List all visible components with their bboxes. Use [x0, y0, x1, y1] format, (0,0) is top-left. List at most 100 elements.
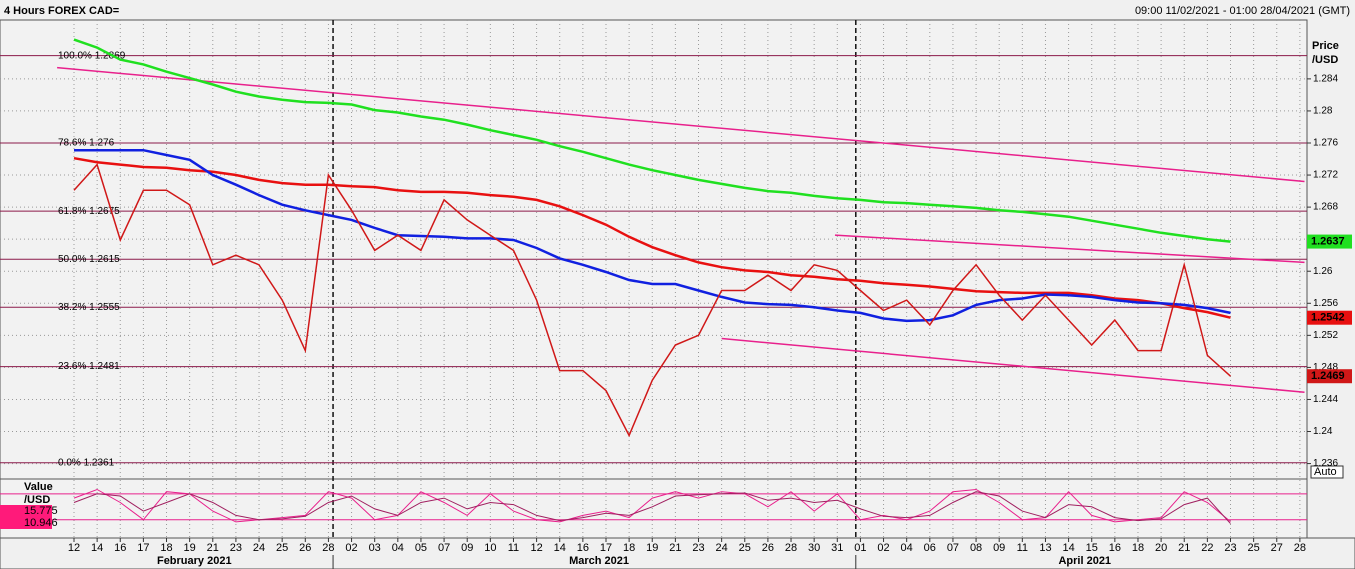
y-tick-label: 1.244	[1313, 394, 1338, 405]
x-tick-label: 26	[762, 542, 774, 554]
x-tick-label: 19	[184, 542, 196, 554]
y-tick-label: 1.24	[1313, 426, 1333, 437]
x-tick-label: 15	[1086, 542, 1098, 554]
y-axis-label: Price	[1312, 40, 1339, 52]
x-tick-label: 12	[68, 542, 80, 554]
series-line	[73, 156, 1231, 319]
x-tick-label: 14	[91, 542, 103, 554]
value-tag	[1307, 234, 1352, 249]
y-tick-label: 1.26	[1313, 266, 1333, 277]
x-tick-label: 21	[207, 542, 219, 554]
x-tick-label: 25	[739, 542, 751, 554]
x-tick-label: 17	[137, 542, 149, 554]
x-tick-label: 30	[808, 542, 820, 554]
month-label: February 2021	[157, 555, 232, 567]
x-tick-label: 04	[901, 542, 913, 554]
x-tick-label: 23	[692, 542, 704, 554]
x-tick-label: 28	[322, 542, 334, 554]
value-tag-label: 1.2542	[1311, 312, 1345, 324]
series-line	[73, 38, 1231, 243]
x-tick-label: 07	[947, 542, 959, 554]
x-tick-label: 28	[1294, 542, 1306, 554]
fib-label: 0.0% 1.2361	[58, 457, 115, 468]
x-tick-label: 18	[160, 542, 172, 554]
x-tick-label: 16	[114, 542, 126, 554]
x-tick-label: 22	[1201, 542, 1213, 554]
x-tick-label: 09	[993, 542, 1005, 554]
x-tick-label: 06	[924, 542, 936, 554]
month-label: March 2021	[569, 555, 629, 567]
x-tick-label: 07	[438, 542, 450, 554]
x-tick-label: 21	[1178, 542, 1190, 554]
x-tick-label: 12	[530, 542, 542, 554]
x-tick-label: 08	[970, 542, 982, 554]
auto-button[interactable]	[1310, 465, 1344, 479]
x-tick-label: 24	[253, 542, 265, 554]
x-tick-label: 21	[669, 542, 681, 554]
series-line	[73, 163, 1232, 438]
osc-tag	[0, 517, 52, 529]
trend-line	[57, 66, 1305, 183]
month-label: April 2021	[1058, 555, 1111, 567]
fib-label: 50.0% 1.2615	[58, 254, 120, 265]
y-tick-label: 1.268	[1313, 202, 1338, 213]
fib-label: 61.8% 1.2675	[58, 206, 120, 217]
x-tick-label: 05	[415, 542, 427, 554]
y-tick-label: 1.252	[1313, 330, 1338, 341]
x-tick-label: 20	[1155, 542, 1167, 554]
fib-label: 23.6% 1.2481	[58, 361, 120, 372]
series-line	[74, 148, 1231, 323]
trend-line	[721, 337, 1305, 393]
trend-line	[834, 234, 1305, 264]
y-tick-label: 1.284	[1313, 74, 1338, 85]
series-line	[73, 491, 1231, 524]
osc-tag-label: 15.775	[24, 505, 58, 517]
x-tick-label: 16	[577, 542, 589, 554]
x-tick-label: 11	[508, 542, 519, 554]
chart-title: 4 Hours FOREX CAD=	[4, 5, 119, 17]
main-panel	[0, 19, 1308, 480]
auto-label[interactable]: Auto	[1314, 466, 1337, 478]
x-tick-label: 27	[1271, 542, 1283, 554]
x-tick-label: 02	[345, 542, 357, 554]
x-tick-label: 10	[484, 542, 496, 554]
osc-label: Value	[24, 481, 53, 493]
x-tick-label: 23	[1224, 542, 1236, 554]
x-tick-label: 28	[785, 542, 797, 554]
y-tick-label: 1.272	[1313, 170, 1338, 181]
chart-subtitle: 09:00 11/02/2021 - 01:00 28/04/2021 (GMT…	[1135, 5, 1350, 17]
fib-label: 100.0% 1.2869	[58, 50, 126, 61]
y-axis-label: /USD	[1312, 54, 1338, 66]
x-tick-label: 23	[230, 542, 242, 554]
value-tag-label: 1.2637	[1311, 235, 1345, 247]
x-tick-label: 14	[554, 542, 566, 554]
x-tick-label: 04	[392, 542, 404, 554]
osc-label: /USD	[24, 494, 50, 506]
x-tick-label: 13	[1039, 542, 1051, 554]
value-tag	[1307, 310, 1352, 325]
x-tick-label: 18	[623, 542, 635, 554]
x-tick-label: 03	[369, 542, 381, 554]
fib-label: 78.6% 1.276	[58, 138, 115, 149]
x-tick-label: 24	[716, 542, 728, 554]
value-tag-label: 1.2469	[1311, 370, 1345, 382]
y-tick-label: 1.28	[1313, 106, 1333, 117]
osc-tag-label: 10.946	[24, 517, 58, 529]
x-tick-label: 02	[877, 542, 889, 554]
x-tick-label: 18	[1132, 542, 1144, 554]
fib-label: 38.2% 1.2555	[58, 302, 120, 313]
x-tick-label: 01	[854, 542, 866, 554]
x-tick-label: 11	[1017, 542, 1028, 554]
x-tick-label: 16	[1109, 542, 1121, 554]
x-tick-label: 25	[1248, 542, 1260, 554]
x-tick-label: 19	[646, 542, 658, 554]
y-tick-label: 1.276	[1313, 138, 1338, 149]
x-tick-label: 14	[1062, 542, 1074, 554]
x-tick-label: 25	[276, 542, 288, 554]
x-axis-panel	[0, 537, 1355, 569]
y-tick-label: 1.248	[1313, 362, 1338, 373]
y-tick-label: 1.236	[1313, 458, 1338, 469]
x-tick-label: 31	[831, 542, 843, 554]
x-tick-label: 09	[461, 542, 473, 554]
